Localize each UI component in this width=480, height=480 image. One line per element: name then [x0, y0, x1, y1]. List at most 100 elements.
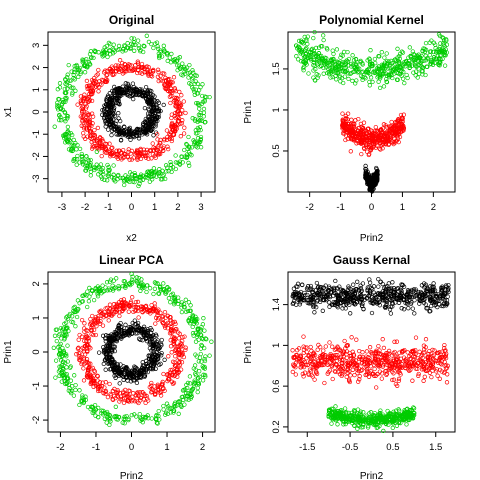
- data-point: [85, 86, 90, 91]
- data-point: [155, 114, 160, 120]
- data-point: [82, 96, 88, 101]
- data-point: [110, 69, 116, 74]
- data-point: [105, 162, 110, 168]
- data-point: [180, 118, 185, 123]
- data-point: [104, 99, 110, 104]
- data-point: [85, 163, 90, 168]
- data-point: [145, 153, 150, 158]
- data-point: [184, 155, 189, 161]
- data-point: [174, 110, 180, 115]
- data-point: [72, 64, 77, 69]
- data-point: [72, 77, 77, 82]
- data-point: [155, 67, 161, 72]
- x-tick-label: -3: [58, 202, 66, 213]
- data-point: [89, 139, 94, 145]
- data-point: [76, 68, 81, 73]
- data-point: [127, 157, 132, 162]
- data-point: [95, 72, 100, 77]
- data-point: [115, 156, 121, 161]
- data-point: [99, 176, 105, 181]
- data-point: [87, 129, 93, 134]
- data-point: [195, 131, 200, 136]
- data-point: [141, 49, 146, 55]
- data-point: [143, 155, 149, 160]
- data-point: [363, 169, 369, 174]
- data-point: [116, 116, 121, 121]
- data-point: [60, 133, 66, 138]
- data-point: [101, 53, 107, 58]
- x-tick-label: -1: [336, 202, 344, 213]
- data-point: [170, 127, 176, 132]
- data-point: [117, 101, 122, 106]
- x-tick-label: -1: [92, 442, 100, 453]
- data-point: [169, 138, 174, 144]
- data-point: [133, 175, 138, 181]
- data-point: [156, 100, 162, 105]
- y-tick-label: 1.5: [271, 62, 282, 75]
- data-point: [128, 170, 133, 175]
- data-point: [95, 125, 101, 131]
- data-point: [65, 86, 70, 91]
- data-point: [86, 99, 92, 104]
- data-point: [73, 141, 78, 146]
- data-point: [136, 154, 141, 160]
- data-point: [153, 155, 158, 160]
- data-point: [154, 40, 160, 45]
- data-point: [111, 123, 116, 129]
- data-point: [83, 163, 88, 168]
- data-point: [111, 151, 116, 156]
- data-point: [363, 166, 368, 172]
- data-point: [155, 74, 161, 79]
- data-point: [122, 178, 127, 183]
- data-point: [103, 102, 109, 107]
- data-point: [187, 70, 193, 75]
- data-point: [82, 70, 88, 75]
- data-point: [110, 100, 115, 106]
- data-point: [172, 95, 177, 100]
- data-point: [143, 128, 148, 133]
- data-point: [124, 177, 129, 183]
- data-point: [136, 92, 141, 97]
- data-point: [146, 170, 152, 176]
- data-point: [143, 84, 149, 90]
- data-point: [158, 78, 164, 83]
- data-point: [69, 69, 74, 74]
- data-point: [121, 155, 126, 161]
- data-point: [136, 61, 141, 66]
- data-point: [196, 102, 201, 107]
- data-point: [84, 78, 90, 84]
- data-point: [110, 145, 115, 150]
- data-point: [141, 43, 146, 48]
- data-point: [187, 62, 192, 68]
- data-point: [81, 130, 86, 136]
- data-point: [115, 47, 121, 53]
- data-point: [57, 117, 62, 123]
- data-point: [189, 153, 194, 158]
- data-point: [186, 160, 191, 166]
- data-point: [98, 170, 103, 175]
- data-point: [63, 119, 68, 124]
- data-point: [164, 137, 170, 142]
- data-point: [116, 43, 122, 49]
- data-point: [151, 123, 156, 128]
- data-point: [129, 148, 135, 154]
- data-point: [100, 145, 105, 150]
- data-point: [84, 104, 89, 109]
- data-point: [95, 137, 100, 142]
- data-point: [143, 174, 148, 180]
- data-point: [204, 94, 209, 100]
- data-point: [57, 81, 63, 86]
- data-point: [121, 90, 126, 95]
- data-point: [58, 118, 64, 123]
- data-point: [158, 177, 164, 182]
- data-point: [78, 100, 84, 105]
- data-point: [134, 147, 140, 153]
- data-point: [165, 134, 170, 140]
- y-tick-label: 1: [271, 107, 282, 112]
- data-point: [177, 104, 182, 110]
- data-point: [70, 148, 75, 153]
- data-point: [66, 62, 71, 68]
- data-point: [109, 112, 114, 117]
- data-point: [130, 68, 135, 73]
